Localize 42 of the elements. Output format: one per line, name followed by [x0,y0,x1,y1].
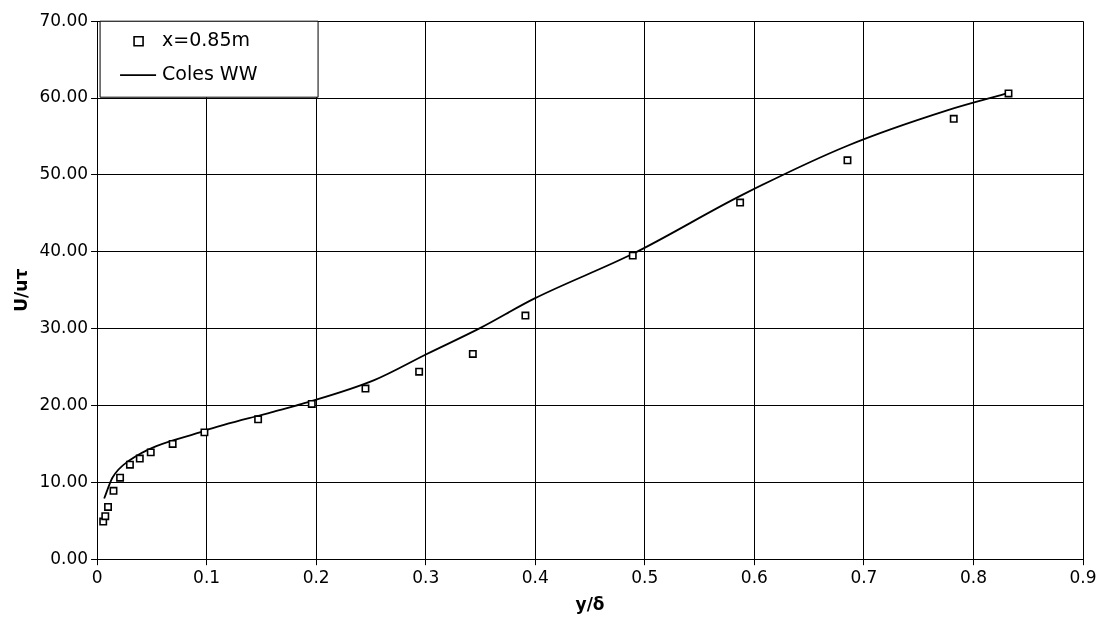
y-tick-label: 50.00 [39,163,89,184]
point [949,114,958,123]
y-tick-label: 10.00 [39,470,89,491]
y-tick-label: 40.00 [39,240,89,261]
point [415,367,424,376]
point [843,156,852,165]
point [628,251,637,260]
x-axis-title: y/δ [575,594,605,615]
y-tick-label: 60.00 [39,86,89,107]
x-tick-label: 0.7 [850,566,878,587]
x-tick-label: 0.5 [631,566,659,587]
point [307,399,316,408]
point [736,198,745,207]
y-tick-label: 70.00 [39,9,89,30]
y-tick-label: 0.00 [50,547,89,568]
y-axis-title: U/uτ [10,268,31,312]
x-tick-label: 0.2 [302,566,330,587]
point [254,415,263,424]
y-tick-label: 30.00 [39,317,89,338]
point [1004,89,1013,98]
point [135,454,144,463]
point [146,448,155,457]
x-tick-label: 0.6 [740,566,768,587]
point [116,473,125,482]
x-tick-label: 0.4 [521,566,549,587]
point [468,350,477,358]
point [125,460,134,469]
point [101,512,110,521]
legend-label: Coles WW [162,62,258,85]
x-tick-label: 0.9 [1069,566,1097,587]
point [109,486,118,495]
x-tick-label: 0.8 [959,566,987,587]
point [200,428,209,437]
y-tick-label: 20.00 [39,393,89,414]
x-tick-label: 0.1 [193,566,221,587]
point [104,502,112,511]
point [361,384,370,393]
x-tick-label: 0 [91,566,103,587]
legend-label: x=0.85m [162,28,251,51]
x-tick-label: 0.3 [412,566,440,587]
point [521,311,530,320]
point [168,439,177,448]
